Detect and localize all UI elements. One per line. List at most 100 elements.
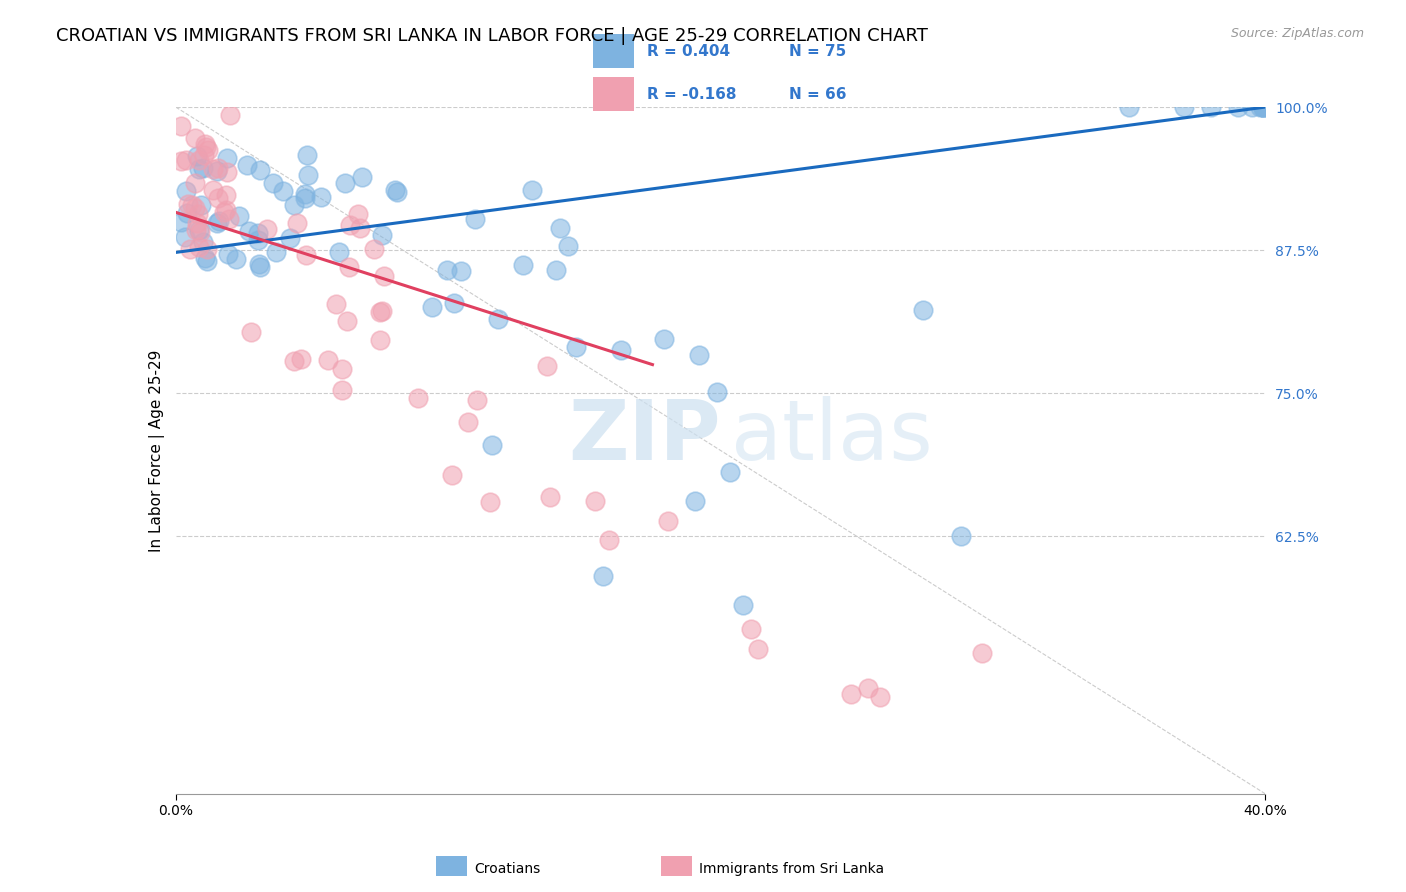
Point: [592, 569, 614, 583]
Y-axis label: In Labor Force | Age 25-29: In Labor Force | Age 25-29: [149, 350, 165, 551]
Point: [207, 161, 229, 175]
Point: [191, 235, 214, 249]
Point: [512, 258, 534, 272]
Point: [297, 169, 319, 183]
Point: [228, 209, 250, 223]
Point: [187, 240, 209, 254]
Point: [330, 383, 353, 397]
Point: [183, 201, 205, 215]
Point: [450, 264, 472, 278]
Point: [188, 226, 211, 240]
Point: [869, 690, 891, 704]
Point: [856, 681, 879, 695]
Point: [683, 494, 706, 508]
Point: [347, 207, 370, 221]
Point: [548, 221, 571, 235]
Point: [1173, 100, 1195, 114]
Point: [443, 295, 465, 310]
Point: [406, 391, 429, 405]
Text: ZIP: ZIP: [568, 396, 721, 477]
Point: [337, 260, 360, 274]
Point: [186, 216, 208, 230]
Point: [311, 190, 333, 204]
Point: [194, 140, 217, 154]
Point: [557, 239, 579, 253]
Point: [420, 300, 443, 314]
Point: [371, 304, 394, 318]
Point: [207, 216, 229, 230]
Text: N = 66: N = 66: [789, 87, 846, 102]
Point: [325, 297, 347, 311]
Point: [688, 348, 710, 362]
Point: [294, 191, 316, 205]
Point: [368, 305, 391, 319]
Point: [236, 158, 259, 172]
Point: [598, 533, 620, 547]
Point: [202, 162, 225, 177]
Point: [177, 196, 200, 211]
Point: [479, 494, 502, 508]
Point: [441, 467, 464, 482]
Point: [264, 245, 287, 260]
Point: [385, 186, 408, 200]
Point: [188, 223, 211, 237]
Point: [225, 252, 247, 266]
Point: [249, 260, 271, 274]
Point: [368, 334, 391, 348]
Point: [583, 494, 606, 508]
Point: [186, 223, 208, 237]
Point: [208, 214, 231, 228]
Point: [294, 248, 316, 262]
Point: [371, 228, 394, 243]
Point: [294, 187, 316, 202]
Point: [1251, 100, 1274, 114]
Point: [1199, 100, 1222, 114]
Point: [335, 176, 357, 190]
Point: [194, 136, 217, 151]
Point: [339, 218, 361, 232]
Point: [297, 148, 319, 162]
Text: CROATIAN VS IMMIGRANTS FROM SRI LANKA IN LABOR FORCE | AGE 25-29 CORRELATION CHA: CROATIAN VS IMMIGRANTS FROM SRI LANKA IN…: [56, 27, 928, 45]
Point: [1240, 100, 1263, 114]
Point: [654, 332, 676, 346]
Point: [239, 325, 262, 339]
Point: [718, 465, 741, 479]
Point: [536, 359, 558, 374]
Point: [194, 251, 217, 265]
Point: [271, 184, 294, 198]
Point: [747, 641, 769, 656]
Point: [197, 143, 219, 157]
Point: [190, 198, 212, 212]
Point: [207, 191, 229, 205]
Point: [170, 120, 193, 134]
Point: [214, 187, 236, 202]
Point: [170, 153, 193, 168]
Point: [609, 343, 631, 358]
Point: [179, 242, 201, 256]
Point: [839, 687, 862, 701]
Bar: [593, 78, 634, 111]
Point: [219, 107, 242, 121]
Point: [349, 221, 371, 235]
Point: [249, 163, 271, 178]
Point: [214, 205, 236, 219]
Point: [970, 646, 993, 660]
Point: [246, 226, 269, 240]
Point: [207, 163, 229, 178]
Point: [465, 393, 488, 408]
Point: [188, 153, 211, 167]
Point: [336, 314, 359, 328]
Text: Source: ZipAtlas.com: Source: ZipAtlas.com: [1230, 27, 1364, 40]
Point: [486, 312, 509, 326]
Point: [522, 183, 544, 197]
Point: [188, 161, 211, 176]
Point: [950, 529, 973, 543]
Point: [187, 206, 209, 220]
Point: [1249, 100, 1271, 114]
Point: [180, 198, 202, 212]
Point: [218, 211, 240, 226]
Point: [1118, 100, 1140, 114]
Point: [173, 230, 195, 244]
Point: [911, 302, 934, 317]
Point: [457, 416, 479, 430]
